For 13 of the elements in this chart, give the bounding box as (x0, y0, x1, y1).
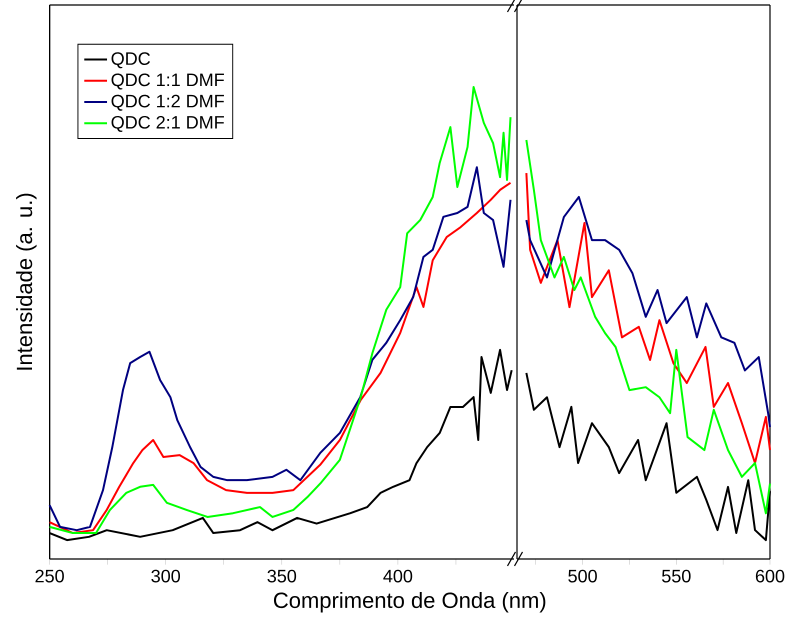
x-tick-label: 600 (756, 570, 784, 582)
legend-label: QDC 2:1 DMF (112, 116, 224, 132)
x-axis-title: Comprimento de Onda (nm) (274, 592, 546, 612)
x-tick-label: 500 (568, 570, 597, 582)
legend-label: QDC 1:2 DMF (112, 94, 224, 111)
x-tick-label: 250 (35, 570, 64, 582)
legend-label: QDC 1:1 DMF (112, 73, 224, 90)
x-tick-label: 350 (267, 570, 296, 582)
x-tick-label: 550 (662, 570, 691, 582)
x-tick-label: 400 (383, 570, 412, 582)
x-tick-label: 300 (151, 570, 180, 582)
y-axis-title: Intensidade (a. u.) (16, 194, 37, 370)
legend-label: QDC (112, 52, 150, 68)
